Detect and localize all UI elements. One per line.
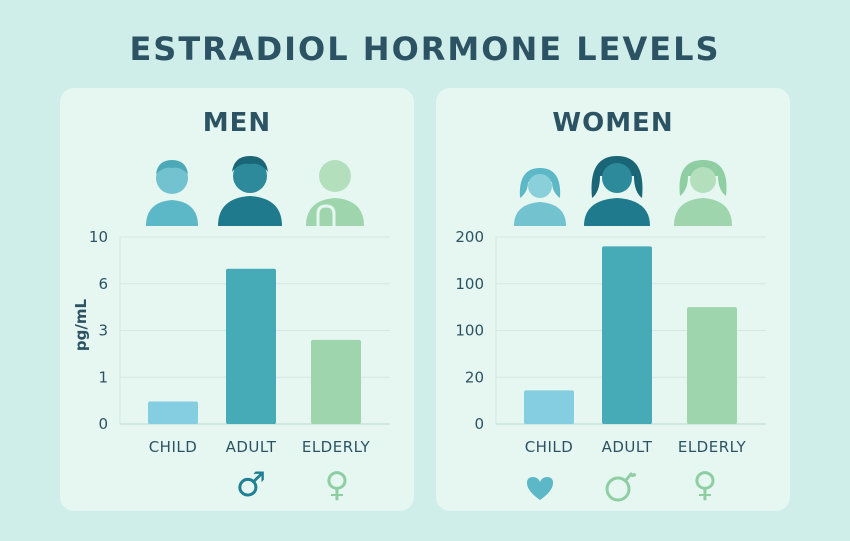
women-y-tick-label: 100	[455, 275, 484, 293]
women-bar-child	[524, 390, 574, 424]
women-panel: WOMEN 0 20 100 100 200 CHILD ADULT ELDERLY ♀	[436, 88, 790, 511]
girl-avatar-icon	[514, 168, 566, 226]
women-bar-elderly	[687, 307, 737, 424]
elderly-woman-avatar-icon	[674, 160, 732, 226]
men-y-tick-label: 10	[89, 228, 108, 246]
female-symbol-icon: ♀	[692, 465, 718, 505]
men-panel: MEN 0 1 3 6 10 CHILD ADULT ELDERLY pg/mL ♂ ♀	[60, 88, 414, 511]
men-category-label: ADULT	[226, 438, 277, 456]
men-y-tick-label: 3	[98, 322, 108, 340]
woman-avatar-icon	[584, 156, 650, 226]
men-avatars	[60, 150, 414, 230]
men-bar-elderly	[311, 339, 361, 424]
elderly-man-avatar-icon	[306, 160, 364, 226]
women-panel-title: WOMEN	[552, 108, 674, 138]
men-bar-child	[148, 401, 198, 424]
women-y-tick-label: 0	[474, 415, 484, 433]
heart-icon	[527, 477, 553, 500]
men-y-axis-label: pg/mL	[72, 298, 90, 351]
men-category-label: CHILD	[149, 438, 198, 456]
boy-avatar-icon	[146, 160, 198, 226]
male-symbol-icon: ♂	[235, 465, 267, 505]
men-y-tick-label: 0	[98, 415, 108, 433]
women-category-label: ADULT	[602, 438, 653, 456]
women-category-label: CHILD	[525, 438, 574, 456]
men-category-label: ELDERLY	[302, 438, 371, 456]
men-bar-chart: 0 1 3 6 10 CHILD ADULT ELDERLY pg/mL	[72, 228, 390, 456]
women-y-tick-label: 100	[455, 322, 484, 340]
women-y-tick-label: 20	[465, 368, 484, 386]
men-bar-adult	[226, 268, 276, 424]
man-avatar-icon	[218, 156, 282, 226]
women-y-tick-label: 200	[455, 228, 484, 246]
men-y-tick-label: 1	[98, 368, 108, 386]
page-title: ESTRADIOL HORMONE LEVELS	[129, 30, 721, 68]
men-panel-title: MEN	[202, 108, 272, 138]
apple-symbol-icon	[605, 472, 636, 502]
female-symbol-icon: ♀	[324, 465, 350, 505]
women-bar-adult	[602, 246, 652, 424]
women-category-label: ELDERLY	[678, 438, 747, 456]
men-y-tick-label: 6	[98, 275, 108, 293]
women-avatars	[436, 150, 790, 230]
women-bar-chart: 0 20 100 100 200 CHILD ADULT ELDERLY	[455, 228, 766, 456]
